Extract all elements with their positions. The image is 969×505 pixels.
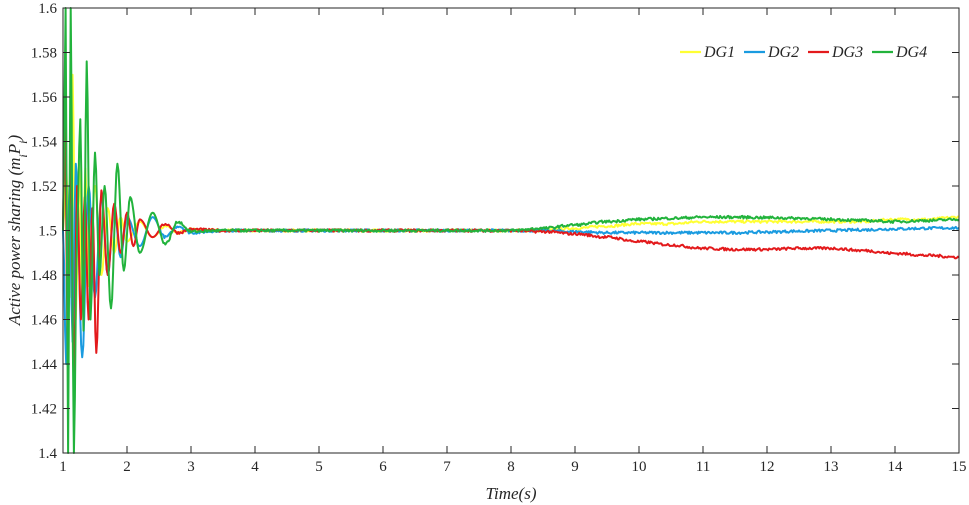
legend-label-dg2: DG2 xyxy=(767,44,799,61)
series-line-dg4 xyxy=(62,7,960,454)
y-tick-label: 1.6 xyxy=(38,1,57,17)
y-tick-label: 1.58 xyxy=(31,46,57,62)
x-tick-label: 15 xyxy=(952,459,967,475)
x-tick-label: 2 xyxy=(123,459,131,475)
x-tick-label: 8 xyxy=(507,459,515,475)
y-tick-label: 1.52 xyxy=(31,179,57,195)
axes-layer: 1 2 3 4 5 6 7 8 9 10 11 12 13 14 151.41.421.441.461.48… xyxy=(31,1,967,475)
x-tick-label: 13 xyxy=(824,459,839,475)
x-tick-label: 7 xyxy=(443,459,451,475)
y-axis-label: Active power sharing (miPi) xyxy=(5,134,30,326)
legend-label-dg4: DG4 xyxy=(895,44,927,61)
x-tick-label: 6 xyxy=(379,459,387,475)
x-tick-label: 5 xyxy=(315,459,323,475)
x-axis-label: Time(s) xyxy=(486,484,537,503)
x-tick-label: 10 xyxy=(632,459,647,475)
x-tick-label: 11 xyxy=(696,459,710,475)
y-tick-label: 1.56 xyxy=(31,90,58,106)
y-tick-label: 1.4 xyxy=(38,446,57,462)
legend-label-dg1: DG1 xyxy=(703,44,735,61)
y-tick-label: 1.44 xyxy=(31,357,58,373)
x-tick-label: 1 xyxy=(59,459,67,475)
series-layer xyxy=(62,7,960,454)
y-tick-label: 1.54 xyxy=(31,135,58,151)
y-tick-label: 1.48 xyxy=(31,268,57,284)
x-tick-label: 14 xyxy=(888,459,904,475)
y-tick-label: 1.42 xyxy=(31,402,57,418)
x-tick-label: 9 xyxy=(571,459,579,475)
y-tick-label: 1.5 xyxy=(38,224,57,240)
x-tick-label: 12 xyxy=(760,459,775,475)
x-tick-label: 3 xyxy=(187,459,195,475)
legend: DG1 DG2 DG3 DG4 xyxy=(680,44,927,61)
x-tick-label: 4 xyxy=(251,459,259,475)
legend-label-dg3: DG3 xyxy=(831,44,863,61)
y-tick-label: 1.46 xyxy=(31,313,58,329)
